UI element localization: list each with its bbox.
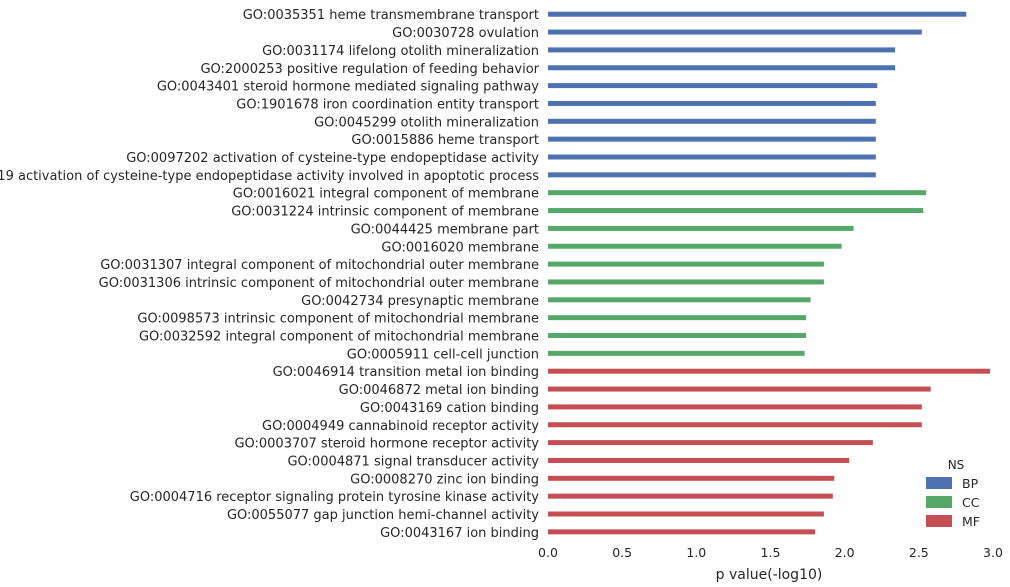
x-tick-label: 2.5 [909,545,929,560]
bar-cc [548,279,824,285]
category-label: GO:0098573 intrinsic component of mitoch… [137,312,539,327]
bars-layer [548,11,991,535]
bar-mf [548,368,991,374]
category-label: GO:0004871 signal transducer activity [287,454,539,469]
legend-swatch-bp [926,477,952,489]
legend-title: NS [948,458,965,472]
x-tick-label: 1.5 [761,545,781,560]
category-label: GO:0031224 intrinsic component of membra… [231,205,539,220]
bar-bp [548,154,876,160]
category-label: GO:0045299 otolith mineralization [314,115,539,130]
category-label: GO:0031307 integral component of mitocho… [100,258,539,273]
bar-mf [548,493,833,499]
category-label: GO:0044425 membrane part [351,222,539,237]
category-label: GO:0043167 ion binding [380,526,539,541]
bar-cc [548,243,842,249]
category-label: GO:0031174 lifelong otolith mineralizati… [262,44,539,59]
bar-bp [548,83,878,89]
bar-bp [548,100,876,106]
bar-bp [548,11,967,17]
bar-mf [548,404,922,410]
bar-mf [548,422,922,428]
x-axis: 0.0 0.5 1.0 1.5 2.0 2.5 3.0 [538,545,1003,560]
category-labels: GO:0035351 heme transmembrane transport G… [0,8,540,541]
category-label: GO:0030728 ovulation [392,26,539,41]
category-label: GO:0046872 metal ion binding [339,383,539,398]
legend: NS BP CC MF [926,458,980,529]
bar-bp [548,47,896,53]
category-label: GO:0004949 cannabinoid receptor activity [262,419,539,434]
category-label: GO:0006919 activation of cysteine-type e… [0,169,539,184]
legend-label-cc: CC [962,495,980,510]
legend-swatch-mf [926,515,952,527]
bar-cc [548,333,807,338]
category-label: GO:0005911 cell-cell junction [347,347,539,362]
category-label: GO:0035351 heme transmembrane transport [243,8,539,23]
category-label: GO:0016020 membrane [381,240,539,255]
category-label: GO:0055077 gap junction hemi-channel act… [227,508,539,523]
category-label: GO:0032592 integral component of mitocho… [139,330,539,345]
legend-label-bp: BP [962,476,979,491]
bar-bp [548,136,876,142]
x-tick-label: 0.5 [612,545,632,560]
x-tick-label: 0.0 [538,545,558,560]
category-label: GO:0031306 intrinsic component of mitoch… [99,276,539,291]
category-label: GO:1901678 iron coordination entity tran… [236,97,539,112]
legend-label-mf: MF [962,514,980,529]
bar-mf [548,440,873,446]
bar-mf [548,511,824,517]
x-tick-label: 2.0 [835,545,855,560]
x-tick-label: 3.0 [983,545,1003,560]
bar-mf [548,457,850,463]
category-label: GO:0046914 transition metal ion binding [273,365,539,380]
bar-bp [548,29,922,35]
category-label: GO:0016021 integral component of membran… [233,187,539,202]
category-label: GO:0015886 heme transport [351,133,539,148]
category-label: GO:0043169 cation binding [360,401,539,416]
bar-cc [548,350,805,356]
bar-bp [548,65,896,71]
bar-mf [548,529,815,535]
category-label: GO:0003707 steroid hormone receptor acti… [234,437,539,452]
category-label: GO:0097202 activation of cysteine-type e… [126,151,539,166]
category-label: GO:0004716 receptor signaling protein ty… [130,490,540,505]
bar-cc [548,190,927,196]
bar-cc [548,297,811,303]
bar-bp [548,118,876,124]
bar-cc [548,208,924,214]
bar-mf [548,475,835,481]
bar-cc [548,225,854,231]
bar-cc [548,315,807,321]
x-axis-title: p value(-log10) [716,567,823,583]
category-label: GO:0043401 steroid hormone mediated sign… [157,80,539,95]
bar-mf [548,386,931,392]
category-label: GO:2000253 positive regulation of feedin… [200,62,539,77]
category-label: GO:0008270 zinc ion binding [350,472,539,487]
x-tick-label: 1.0 [686,545,706,560]
legend-swatch-cc [926,496,952,508]
bar-bp [548,172,876,178]
category-label: GO:0042734 presynaptic membrane [301,294,539,309]
legend-entries: BP CC MF [926,476,980,529]
bar-cc [548,261,824,267]
